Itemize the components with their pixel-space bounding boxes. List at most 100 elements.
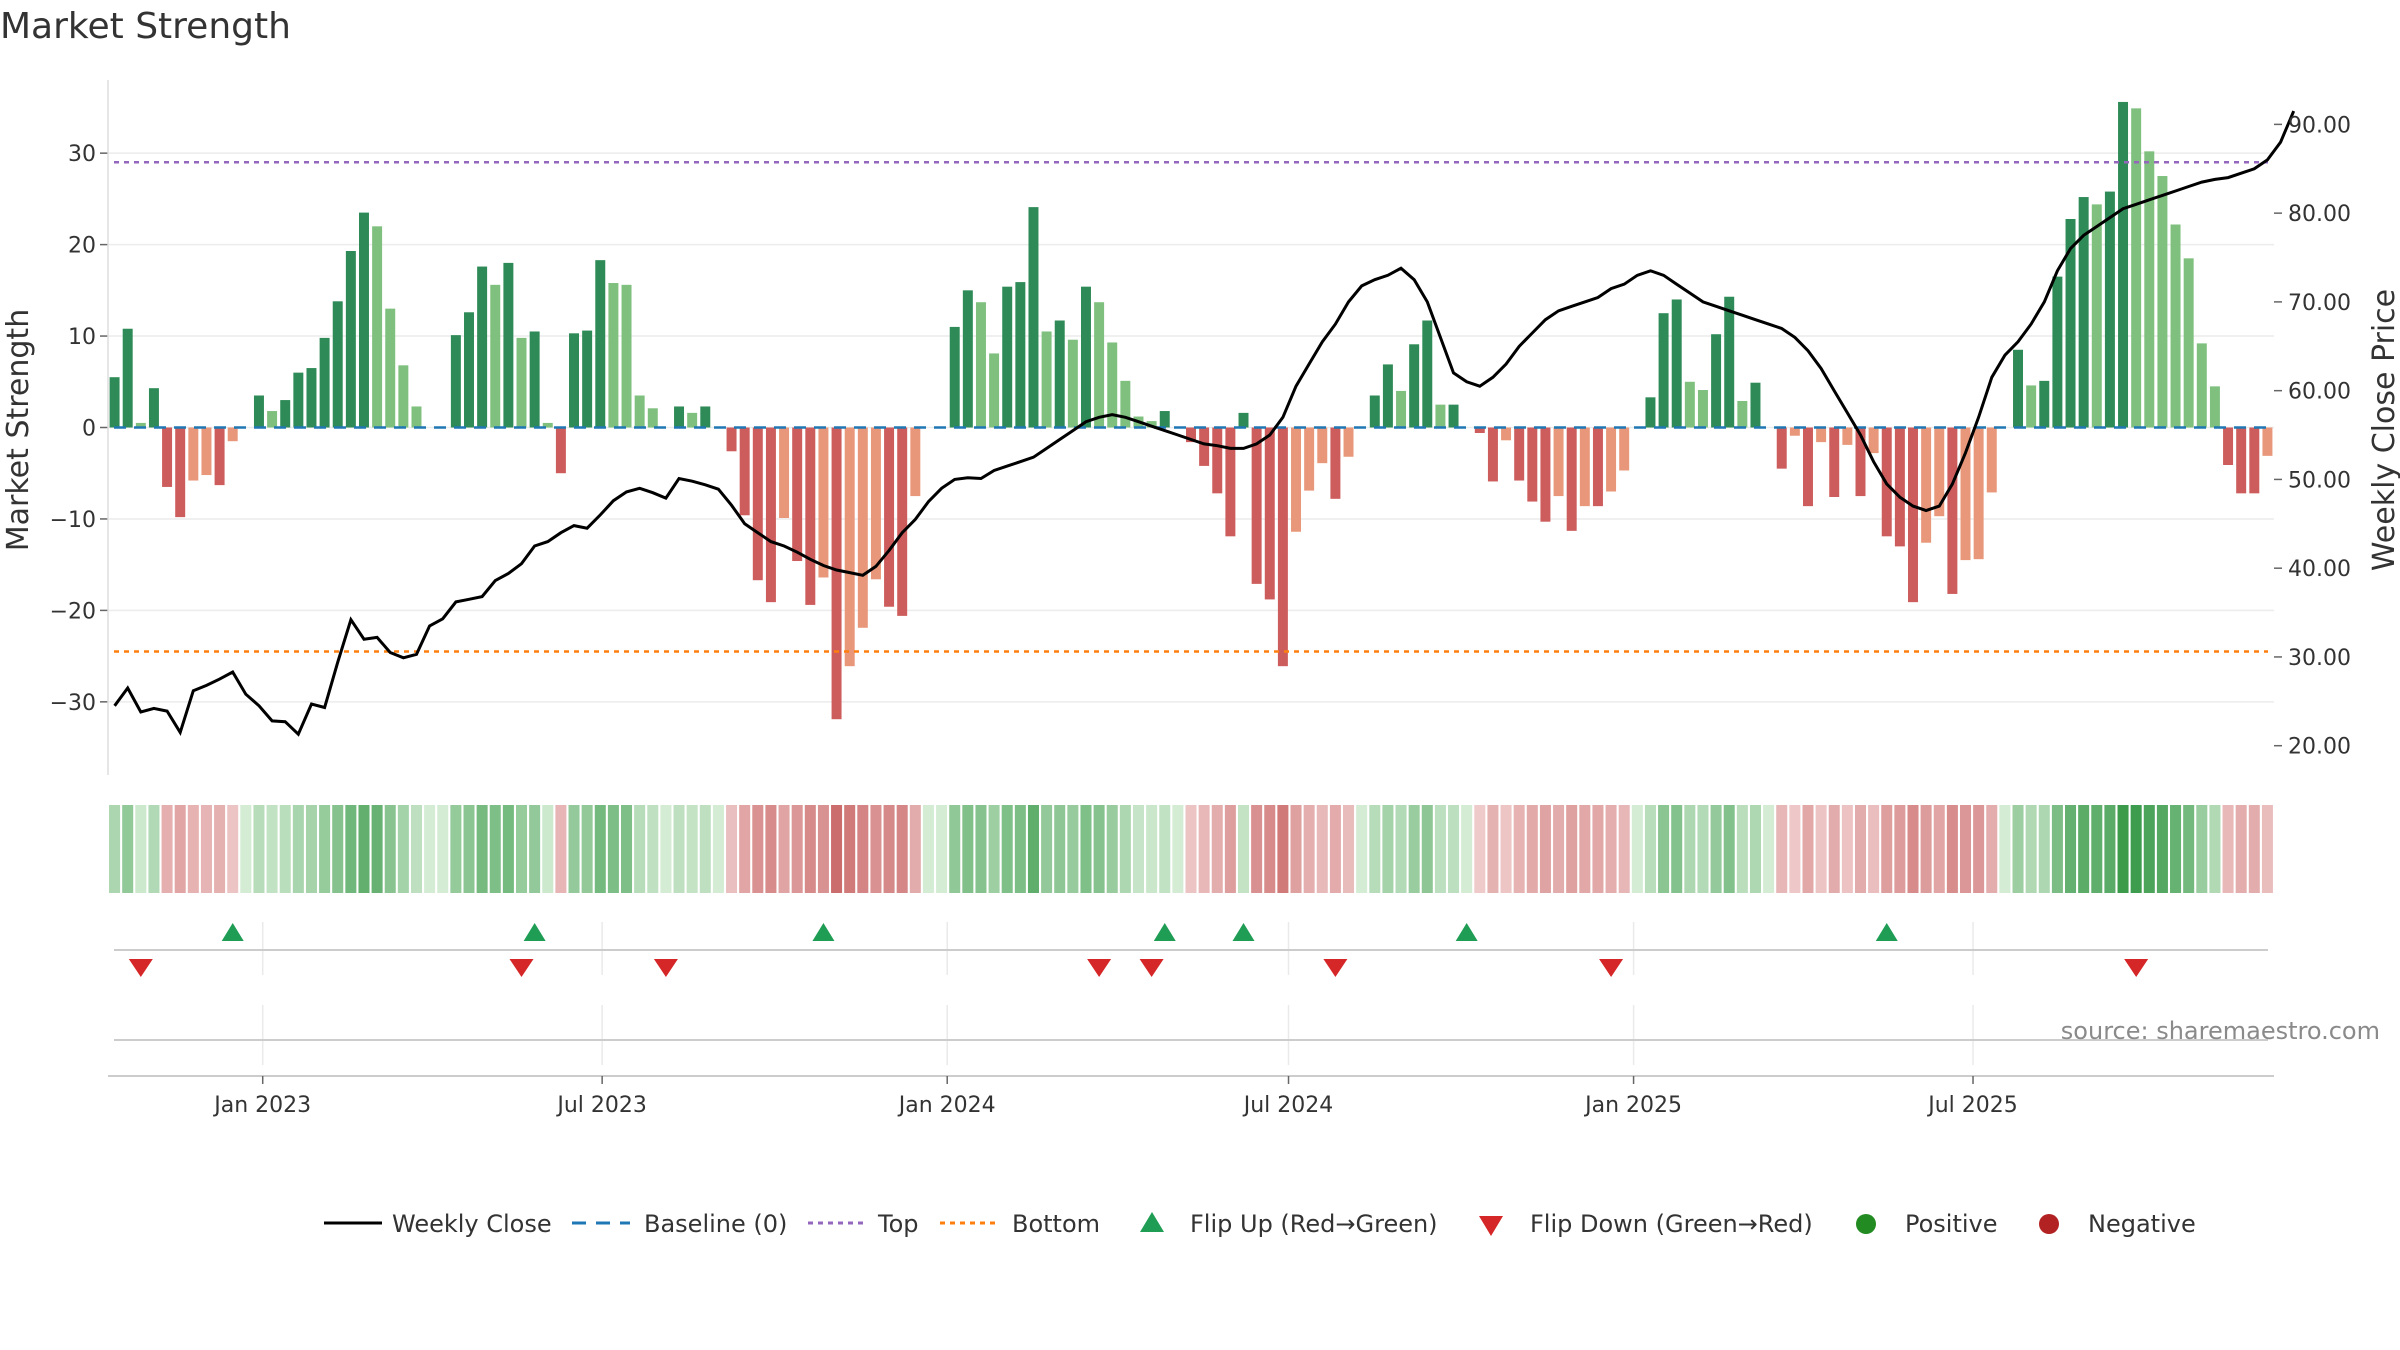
heat-strip-cell bbox=[1763, 805, 1775, 893]
heat-strip-cell bbox=[319, 805, 331, 893]
heat-strip-cell bbox=[371, 805, 383, 893]
heat-strip-cell bbox=[1343, 805, 1355, 893]
heat-strip-cell bbox=[2038, 805, 2050, 893]
heat-strip-cell bbox=[2104, 805, 2116, 893]
heat-strip-cell bbox=[2091, 805, 2103, 893]
strength-bar bbox=[1304, 427, 1315, 491]
strength-bar bbox=[306, 368, 317, 428]
strength-bar bbox=[1002, 286, 1013, 428]
strength-bar bbox=[227, 427, 238, 442]
strength-bar bbox=[1619, 427, 1630, 471]
legend-baseline: Baseline (0) bbox=[644, 1210, 787, 1238]
heat-strip-cell bbox=[2117, 805, 2129, 893]
strength-bar bbox=[805, 427, 816, 605]
strength-bar bbox=[2052, 276, 2063, 428]
heat-strip-cell bbox=[1959, 805, 1972, 893]
strength-bar bbox=[1120, 380, 1131, 428]
strength-bar bbox=[1645, 397, 1656, 428]
heat-strip-cell bbox=[2065, 805, 2077, 893]
strength-bar bbox=[1697, 390, 1708, 428]
heat-strip-cell bbox=[450, 805, 462, 893]
strength-bar bbox=[1435, 404, 1446, 428]
strength-bar bbox=[175, 427, 186, 518]
strength-bar bbox=[1094, 302, 1105, 428]
heat-strip-cell bbox=[148, 805, 160, 893]
axes: −30 −20 −10 0 10 20 30 20.00 30.00 40.00 50.00 60.0… bbox=[50, 80, 2351, 1118]
strength-bar bbox=[1750, 382, 1761, 428]
heat-strip-cell bbox=[1854, 805, 1867, 893]
heat-strip-cell bbox=[1841, 805, 1853, 893]
strength-bar bbox=[700, 406, 711, 428]
heat-strip-cell bbox=[1172, 805, 1184, 893]
strength-bar bbox=[1054, 320, 1065, 428]
heat-strip-cell bbox=[2196, 805, 2208, 893]
heat-strip-cell bbox=[1618, 805, 1630, 893]
strength-bar bbox=[398, 365, 409, 428]
strength-bar bbox=[1159, 411, 1170, 428]
y-tick-label-right: 70.00 bbox=[2288, 291, 2351, 316]
strength-bar bbox=[529, 331, 540, 428]
flip-up-marker bbox=[1153, 923, 1176, 941]
heat-strip-cell bbox=[1369, 805, 1381, 893]
heat-strip-cell bbox=[1592, 805, 1604, 893]
strength-bar bbox=[608, 283, 619, 428]
strength-bar bbox=[1658, 313, 1669, 428]
heat-strip-cell bbox=[1027, 805, 1039, 893]
strength-bar bbox=[555, 427, 566, 474]
heat-strip-cell bbox=[857, 805, 869, 893]
strength-bar bbox=[1199, 427, 1210, 466]
strength-bar bbox=[2262, 427, 2273, 456]
flip-down-marker bbox=[653, 959, 678, 977]
heat-strip-cell bbox=[988, 805, 1000, 893]
strength-bar bbox=[569, 333, 580, 428]
strength-bar bbox=[1711, 334, 1722, 428]
strength-bar bbox=[897, 427, 908, 616]
strength-bar bbox=[162, 427, 173, 487]
heat-strip-cell bbox=[2261, 805, 2273, 893]
strength-bar bbox=[1107, 342, 1118, 428]
strength-bar bbox=[1474, 427, 1485, 433]
heat-strip-cell bbox=[1684, 805, 1696, 893]
strength-bar bbox=[358, 212, 369, 428]
heat-strip-cell bbox=[1933, 805, 1945, 893]
y-tick-label-left: −30 bbox=[50, 691, 96, 716]
heat-strip-cell bbox=[594, 805, 606, 893]
x-tick-label: Jul 2025 bbox=[1926, 1093, 2018, 1118]
strength-bar bbox=[135, 422, 146, 428]
heat-strip-cell bbox=[2222, 805, 2234, 893]
strength-bar bbox=[870, 427, 881, 580]
strength-bar bbox=[779, 427, 790, 519]
heat-strip-cell bbox=[2235, 805, 2247, 893]
flip-down-marker bbox=[1599, 959, 1624, 977]
heat-strip-cell bbox=[2012, 805, 2024, 893]
heat-strip-cell bbox=[1461, 805, 1473, 893]
legend-flip-down: Flip Down (Green→Red) bbox=[1530, 1210, 1813, 1238]
strength-bar bbox=[1934, 427, 1945, 517]
heat-strip-cell bbox=[214, 805, 226, 893]
strength-bar bbox=[542, 422, 553, 428]
strength-bar bbox=[490, 284, 501, 428]
heat-strip-cell bbox=[266, 805, 278, 893]
chart-title: Market Strength bbox=[0, 6, 291, 47]
heat-strip-cell bbox=[305, 805, 317, 893]
flip-up-marker bbox=[221, 923, 244, 941]
strength-bar bbox=[1908, 427, 1918, 603]
heat-strip-cell bbox=[568, 805, 580, 893]
strength-bar bbox=[989, 353, 1000, 428]
heat-strip-cell bbox=[1644, 805, 1656, 893]
heat-strip-cell bbox=[476, 805, 488, 893]
strength-bar bbox=[2013, 349, 2024, 428]
heat-strip-cell bbox=[1710, 805, 1722, 893]
heat-strip-cell bbox=[292, 805, 304, 893]
strength-bar bbox=[464, 312, 474, 428]
strength-bar bbox=[962, 290, 973, 428]
strength-bar bbox=[2078, 197, 2089, 428]
heat-strip-cell bbox=[1749, 805, 1761, 893]
heat-strip-cell bbox=[1631, 805, 1643, 893]
strength-bar bbox=[1724, 296, 1735, 428]
flip-markers-panel bbox=[128, 923, 2149, 977]
heat-strip-cell bbox=[647, 805, 659, 893]
strength-bar bbox=[1514, 427, 1525, 481]
strength-bar bbox=[647, 408, 658, 428]
heat-strip-cell bbox=[529, 805, 541, 893]
